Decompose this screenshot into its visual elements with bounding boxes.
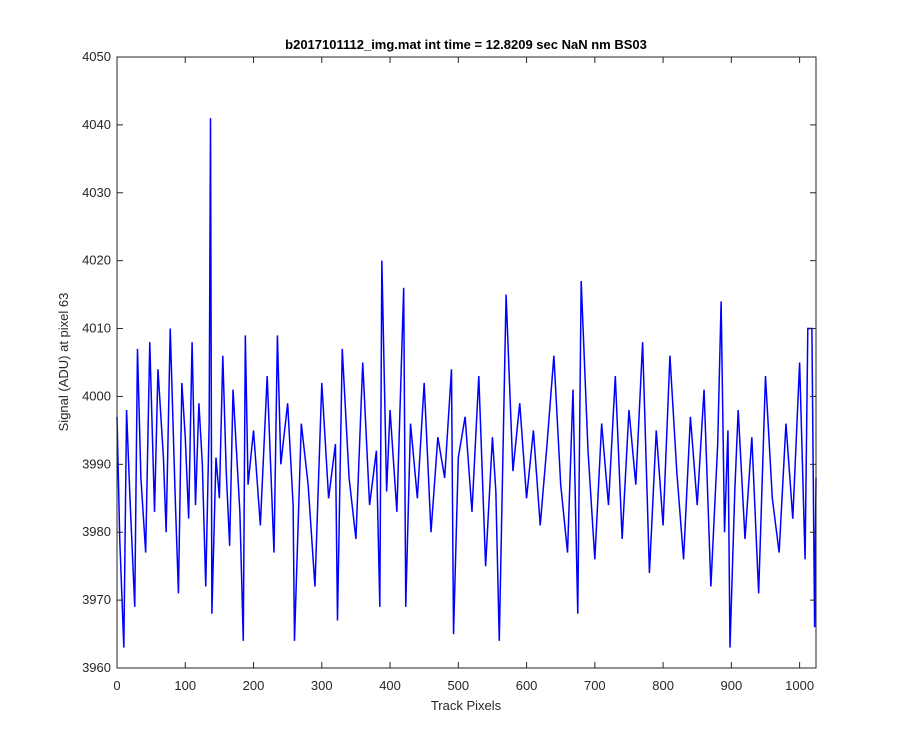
x-tick-label: 1000: [785, 678, 814, 693]
x-tick-label: 900: [721, 678, 743, 693]
y-tick-label: 4030: [82, 185, 111, 200]
y-tick-label: 4010: [82, 321, 111, 336]
y-tick-label: 4040: [82, 117, 111, 132]
x-tick-label: 0: [113, 678, 120, 693]
y-axis-label: Signal (ADU) at pixel 63: [56, 293, 71, 432]
chart-title: b2017101112_img.mat int time = 12.8209 s…: [285, 37, 647, 52]
plot-area: [117, 57, 816, 668]
y-tick-label: 3960: [82, 660, 111, 675]
x-tick-label: 200: [243, 678, 265, 693]
series-layer: [116, 118, 817, 648]
y-tick-label: 3990: [82, 456, 111, 471]
y-axis-ticks: 3960 3970 3980 3990 4000 4010 4020 4030 4040 4050: [82, 49, 816, 675]
y-tick-label: 3970: [82, 592, 111, 607]
x-tick-label: 700: [584, 678, 606, 693]
y-tick-label: 3980: [82, 524, 111, 539]
series-line-0: [116, 118, 817, 648]
x-tick-label: 500: [447, 678, 469, 693]
x-tick-label: 400: [379, 678, 401, 693]
axes-box: [116, 56, 817, 669]
y-tick-label: 4000: [82, 388, 111, 403]
x-tick-label: 800: [652, 678, 674, 693]
y-tick-label: 4050: [82, 49, 111, 64]
x-axis-label: Track Pixels: [431, 698, 502, 713]
x-axis-ticks: 0 100 200 300 400 500 600 700 800 900 1000: [113, 57, 814, 693]
y-tick-label: 4020: [82, 253, 111, 268]
x-tick-label: 600: [516, 678, 538, 693]
x-tick-label: 100: [174, 678, 196, 693]
x-tick-label: 300: [311, 678, 333, 693]
